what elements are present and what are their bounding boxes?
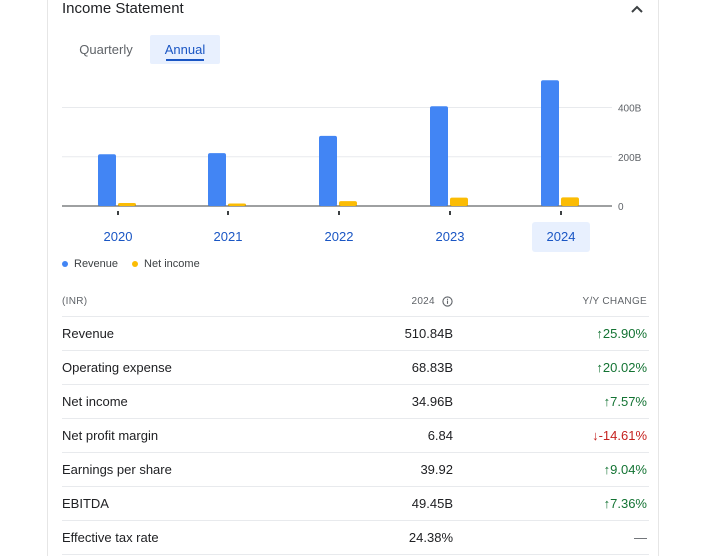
revenue-bar-2024[interactable] bbox=[541, 80, 559, 206]
financials-table: (INR) 2024 Y/Y CHANGE Revenue 510.84B ↑25.… bbox=[62, 288, 649, 555]
table-row: Operating expense 68.83B ↑20.02% bbox=[62, 351, 649, 385]
row-change-value: -14.61% bbox=[598, 428, 647, 443]
row-value-net-profit-margin: 6.84 bbox=[427, 428, 453, 443]
table-row: Earnings per share 39.92 ↑9.04% bbox=[62, 453, 649, 487]
arrow-up-icon: ↑ bbox=[603, 462, 611, 477]
bar-chart: 0 200B 400B bbox=[62, 80, 642, 215]
arrow-up-icon: ↑ bbox=[603, 496, 611, 511]
legend-label-net-income: Net income bbox=[144, 258, 200, 270]
row-label-operating-expense: Operating expense bbox=[62, 360, 172, 375]
chevron-up-icon[interactable] bbox=[629, 2, 645, 16]
arrow-down-icon: ↓ bbox=[592, 428, 599, 443]
x-tick-label-2021[interactable]: 2021 bbox=[213, 229, 243, 244]
row-change-value: 20.02% bbox=[602, 360, 647, 375]
row-change-value: 25.90% bbox=[602, 326, 647, 341]
row-change-effective-tax-rate: — bbox=[634, 521, 647, 554]
x-tick-label-2020[interactable]: 2020 bbox=[103, 229, 133, 244]
row-change-earnings-per-share: ↑9.04% bbox=[604, 453, 647, 486]
net-income-bar-2024[interactable] bbox=[561, 197, 579, 206]
tab-annual-label: Annual bbox=[164, 42, 206, 57]
net-income-bar-2022[interactable] bbox=[339, 201, 357, 206]
table-row: Net income 34.96B ↑7.57% bbox=[62, 385, 649, 419]
header-currency: (INR) bbox=[62, 296, 88, 307]
x-tick-mark bbox=[560, 211, 562, 215]
row-change-value: 9.04% bbox=[610, 462, 647, 477]
revenue-bar-2021[interactable] bbox=[208, 153, 226, 206]
row-value-net-income: 34.96B bbox=[411, 394, 453, 409]
net-income-bar-2020[interactable] bbox=[118, 203, 136, 206]
row-change-value: 7.36% bbox=[610, 496, 647, 511]
net-income-bar-2021[interactable] bbox=[228, 203, 246, 206]
table-row: Revenue 510.84B ↑25.90% bbox=[62, 317, 649, 351]
x-tick-label-2022[interactable]: 2022 bbox=[324, 229, 354, 244]
legend-dot-revenue bbox=[62, 261, 68, 267]
x-tick-label-2024[interactable]: 2024 bbox=[532, 222, 590, 252]
table-row: EBITDA 49.45B ↑7.36% bbox=[62, 487, 649, 521]
row-value-revenue: 510.84B bbox=[404, 326, 453, 341]
tab-active-indicator bbox=[166, 59, 204, 61]
row-value-effective-tax-rate: 24.38% bbox=[408, 530, 453, 545]
revenue-bar-2023[interactable] bbox=[430, 106, 448, 206]
net-income-bar-2023[interactable] bbox=[450, 197, 468, 206]
y-tick-label: 0 bbox=[618, 202, 624, 213]
income-statement-card bbox=[47, 0, 659, 556]
arrow-up-icon: ↑ bbox=[603, 394, 611, 409]
legend-item-net-income: Net income bbox=[132, 258, 200, 270]
header-year: 2024 bbox=[411, 288, 453, 316]
row-label-effective-tax-rate: Effective tax rate bbox=[62, 530, 159, 545]
x-tick-mark bbox=[117, 211, 119, 215]
row-change-value: 7.57% bbox=[610, 394, 647, 409]
x-tick-mark bbox=[449, 211, 451, 215]
legend-item-revenue: Revenue bbox=[62, 258, 118, 270]
header-year-label: 2024 bbox=[411, 296, 435, 307]
table-row: Effective tax rate 24.38% — bbox=[62, 521, 649, 555]
x-tick-label-2023[interactable]: 2023 bbox=[435, 229, 465, 244]
y-tick-label: 400B bbox=[618, 104, 642, 115]
row-change-value: — bbox=[634, 530, 647, 545]
legend-label-revenue: Revenue bbox=[74, 258, 119, 270]
revenue-bar-2022[interactable] bbox=[319, 135, 337, 206]
row-label-net-income: Net income bbox=[62, 394, 128, 409]
info-icon[interactable] bbox=[442, 296, 453, 307]
row-value-operating-expense: 68.83B bbox=[411, 360, 453, 375]
tab-quarterly[interactable]: Quarterly bbox=[79, 42, 133, 57]
arrow-up-icon: ↑ bbox=[596, 360, 603, 375]
row-value-ebitda: 49.45B bbox=[411, 496, 453, 511]
row-label-net-profit-margin: Net profit margin bbox=[62, 428, 159, 443]
table-body: Revenue 510.84B ↑25.90% Operating expense 68… bbox=[62, 317, 649, 555]
row-change-net-income: ↑7.57% bbox=[604, 385, 647, 418]
row-label-revenue: Revenue bbox=[62, 326, 115, 341]
revenue-bar-2020[interactable] bbox=[98, 154, 116, 206]
x-tick-mark bbox=[338, 211, 340, 215]
tab-annual[interactable]: Annual bbox=[150, 35, 220, 64]
row-change-net-profit-margin: ↓-14.61% bbox=[592, 419, 647, 452]
arrow-up-icon: ↑ bbox=[596, 326, 603, 341]
row-value-earnings-per-share: 39.92 bbox=[420, 462, 453, 477]
y-tick-label: 200B bbox=[618, 153, 642, 164]
x-tick-mark bbox=[227, 211, 229, 215]
table-header: (INR) 2024 Y/Y CHANGE bbox=[62, 288, 649, 317]
chart-legend: Revenue Net income bbox=[62, 258, 200, 270]
legend-dot-net-income bbox=[132, 261, 139, 267]
table-row: Net profit margin 6.84 ↓-14.61% bbox=[62, 419, 649, 453]
row-change-revenue: ↑25.90% bbox=[596, 317, 647, 350]
row-change-operating-expense: ↑20.02% bbox=[596, 351, 647, 384]
section-title: Income Statement bbox=[62, 0, 184, 17]
row-label-earnings-per-share: Earnings per share bbox=[62, 462, 172, 477]
header-change: Y/Y CHANGE bbox=[582, 296, 647, 307]
row-label-ebitda: EBITDA bbox=[62, 496, 109, 511]
row-change-ebitda: ↑7.36% bbox=[604, 487, 647, 520]
